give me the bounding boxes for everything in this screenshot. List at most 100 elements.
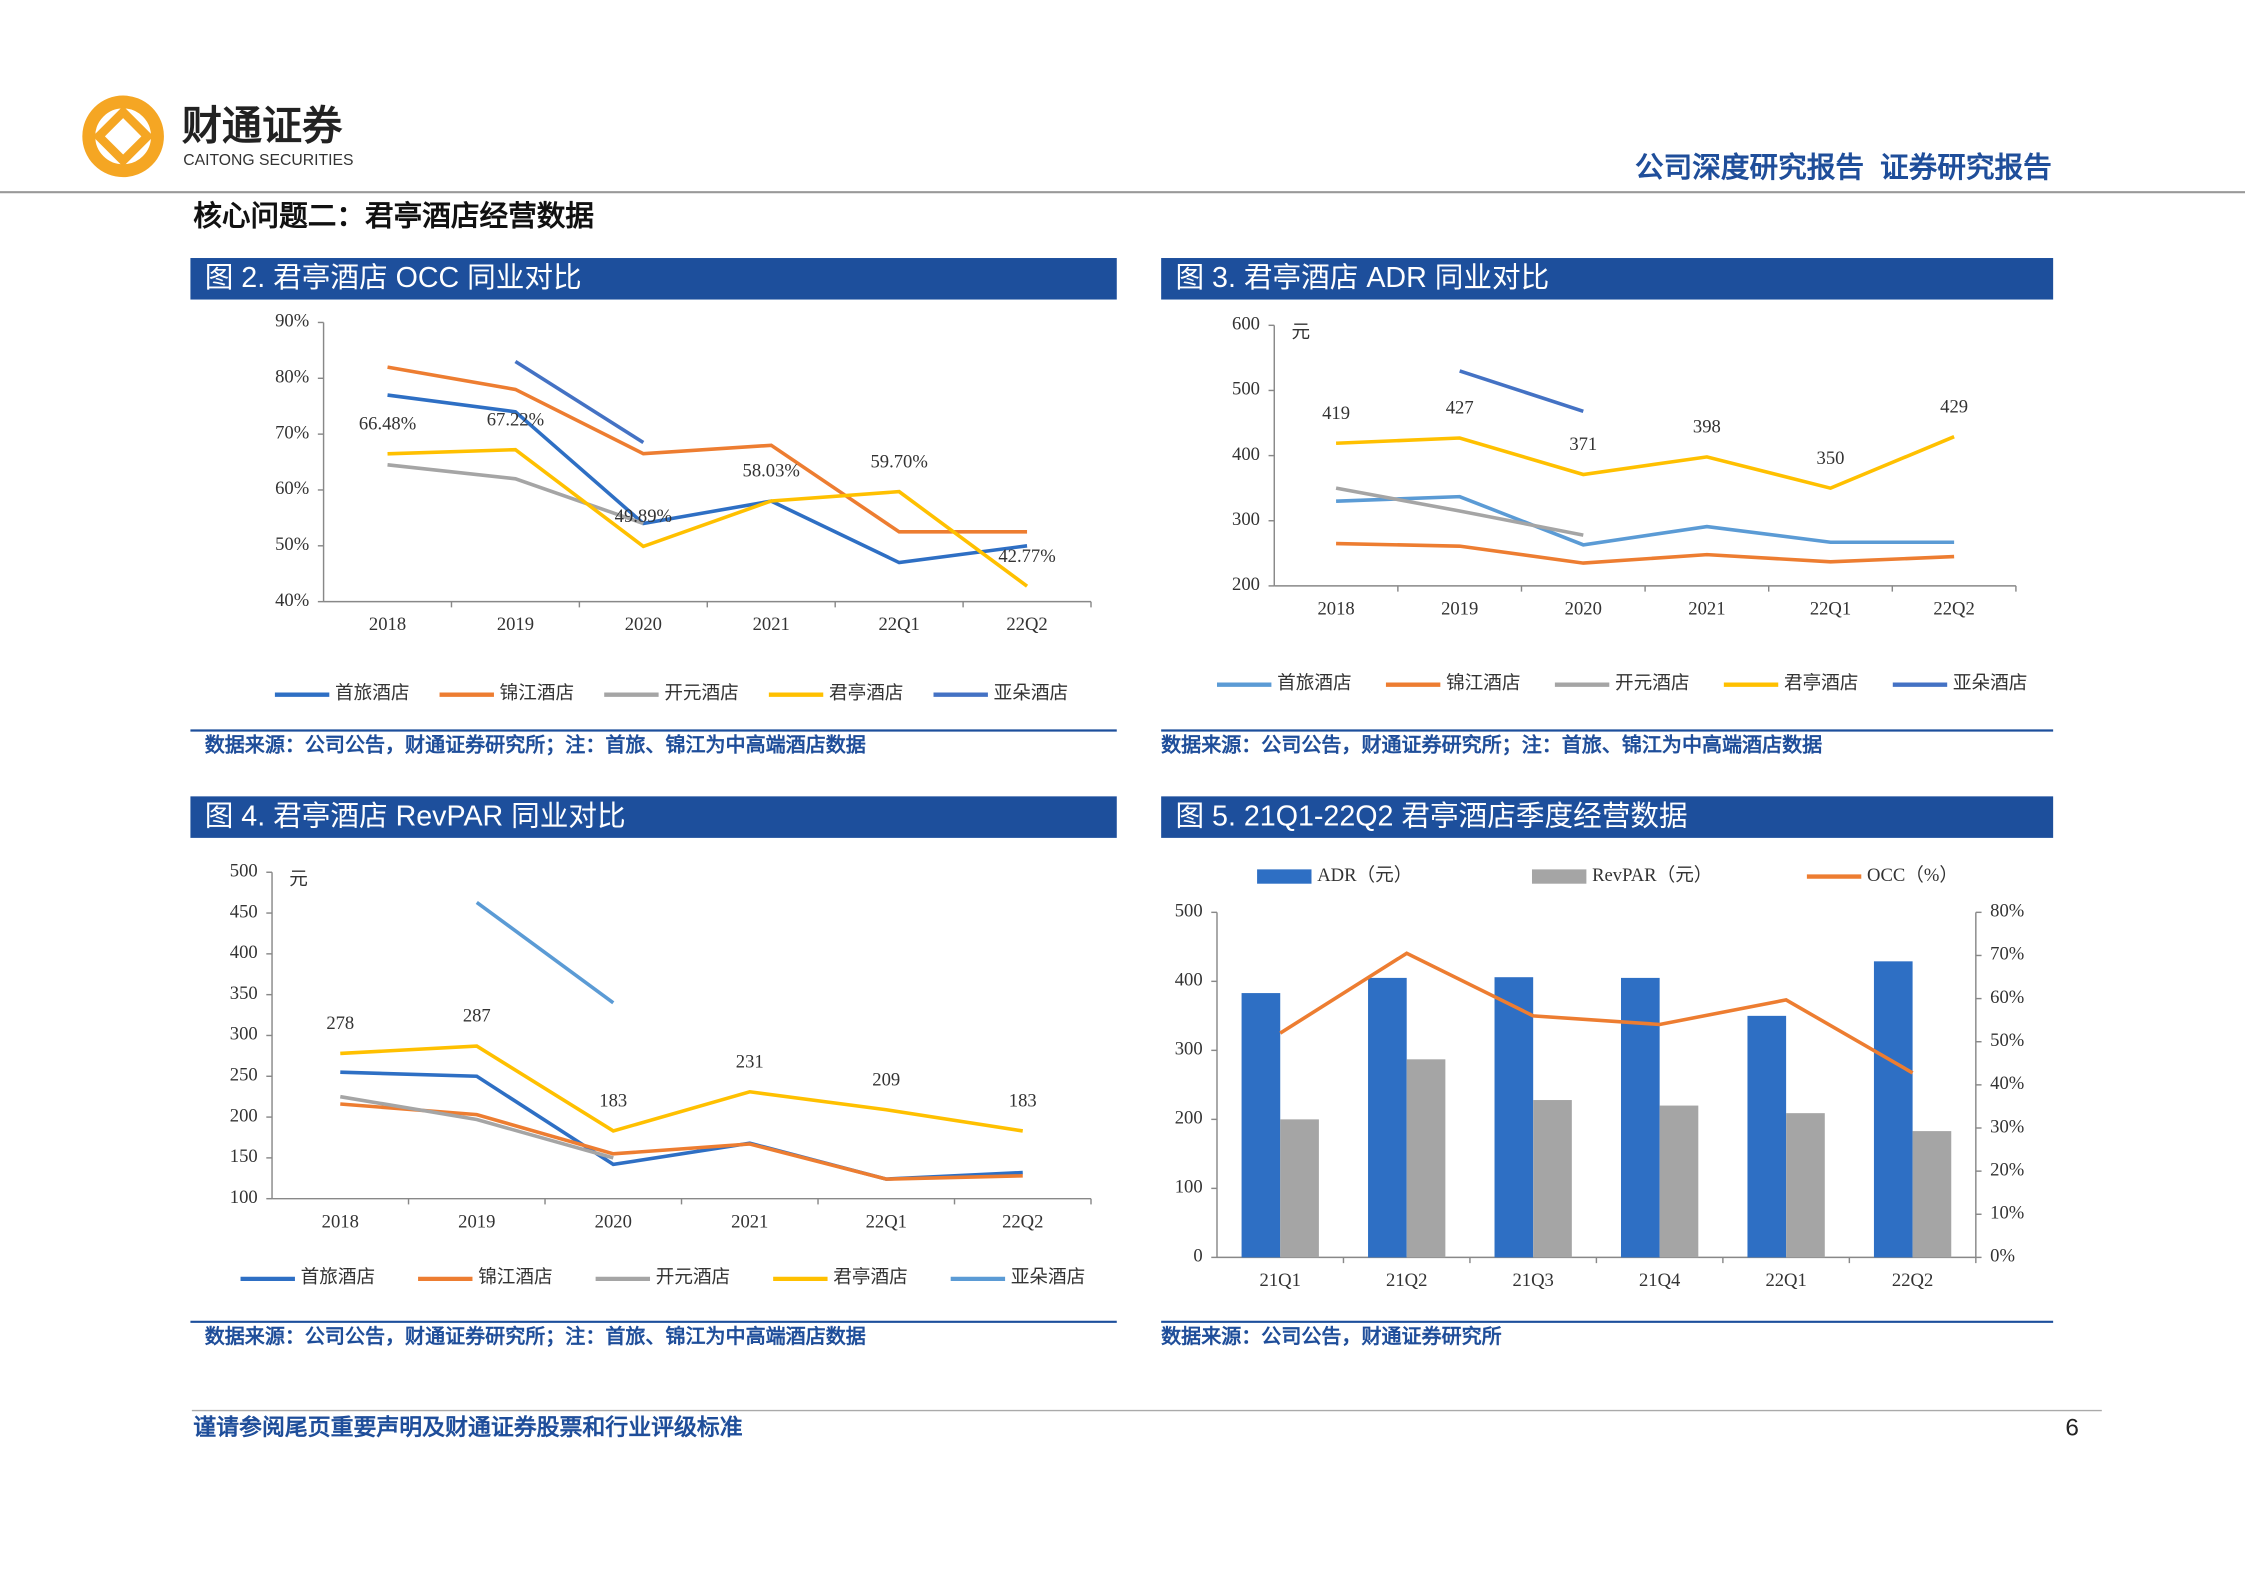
- legend-label: 君亭酒店: [1784, 673, 1858, 694]
- y-tick-label: 200: [1232, 574, 1260, 595]
- footer-disclaimer: 谨请参阅尾页重要声明及财通证券股票和行业评级标准: [193, 1414, 742, 1440]
- y-tick-label: 450: [230, 901, 258, 922]
- logo-diamond: [92, 105, 154, 167]
- series-line: [387, 447, 1029, 588]
- data-label: 183: [1009, 1091, 1037, 1112]
- legend-label: 开元酒店: [656, 1267, 730, 1288]
- x-tick-label: 22Q2: [1006, 614, 1047, 635]
- legend-label: 首旅酒店: [335, 683, 409, 704]
- data-label: 49.89%: [615, 506, 672, 527]
- series-line: [340, 1044, 1024, 1133]
- bar: [1912, 1131, 1952, 1258]
- bar: [1747, 1015, 1787, 1258]
- data-label: 278: [326, 1013, 354, 1034]
- figure-title: 图 4. 君亭酒店 RevPAR 同业对比: [205, 800, 626, 832]
- y-tick-label: 200: [1175, 1108, 1203, 1129]
- series-line: [340, 1070, 1023, 1181]
- x-tick-label: 2021: [731, 1211, 768, 1232]
- bar: [1280, 1119, 1319, 1258]
- series-line: [387, 365, 1028, 534]
- x-tick-label: 2020: [625, 614, 662, 635]
- page-number: 6: [2065, 1415, 2079, 1442]
- series-line: [340, 1102, 1023, 1181]
- data-label: 42.77%: [998, 546, 1055, 567]
- y-tick-label: 100: [230, 1187, 258, 1208]
- data-label: 59.70%: [870, 451, 927, 472]
- y-tick-label: 250: [230, 1065, 258, 1086]
- y-tick-label: 90%: [275, 311, 309, 332]
- series-line: [1459, 369, 1584, 414]
- bar: [1873, 961, 1913, 1258]
- legend-label: 开元酒店: [1615, 673, 1689, 694]
- series-line: [1335, 486, 1584, 537]
- figure-title-bar: [190, 258, 1117, 300]
- bar: [1533, 1100, 1572, 1258]
- x-tick-label: 22Q1: [1765, 1270, 1806, 1291]
- y-tick-label: 60%: [275, 478, 309, 499]
- y-tick-label: 400: [1175, 970, 1203, 991]
- legend-label: 亚朵酒店: [994, 683, 1068, 704]
- y2-tick-label: 60%: [1990, 987, 2024, 1008]
- series-line: [339, 1094, 614, 1160]
- y2-tick-label: 70%: [1990, 944, 2024, 965]
- logo-en: CAITONG SECURITIES: [183, 152, 353, 169]
- x-tick-label: 22Q1: [1810, 599, 1851, 620]
- legend-label: 首旅酒店: [1277, 673, 1351, 694]
- x-tick-label: 21Q1: [1260, 1270, 1301, 1291]
- bar: [1368, 977, 1407, 1258]
- y2-tick-label: 0%: [1990, 1246, 2015, 1267]
- figure-title: 图 5. 21Q1-22Q2 君亭酒店季度经营数据: [1175, 800, 1687, 832]
- source: 数据来源：公司公告，财通证券研究所；注：首旅、锦江为中高端酒店数据: [205, 1324, 866, 1348]
- legend-label: OCC（%）: [1867, 865, 1958, 886]
- y2-tick-label: 20%: [1990, 1159, 2024, 1180]
- logo-cn: 财通证券: [182, 105, 343, 149]
- legend-label: 君亭酒店: [829, 683, 903, 704]
- data-label: 427: [1446, 398, 1474, 419]
- y-tick-label: 200: [230, 1105, 258, 1126]
- source: 数据来源：公司公告，财通证券研究所: [1161, 1324, 1502, 1348]
- y-tick-label: 600: [1232, 314, 1260, 335]
- x-tick-label: 2018: [322, 1211, 359, 1232]
- legend-label: 锦江酒店: [1446, 673, 1520, 694]
- bar: [1620, 977, 1660, 1258]
- legend-label: 亚朵酒店: [1011, 1267, 1085, 1288]
- bar: [1659, 1105, 1699, 1258]
- legend-swatch: [1257, 869, 1312, 884]
- bar: [1406, 1059, 1446, 1258]
- legend-label: ADR（元）: [1317, 865, 1412, 886]
- y-tick-label: 500: [230, 861, 258, 882]
- series-line: [1279, 951, 1914, 1075]
- x-tick-label: 2018: [369, 614, 406, 635]
- x-tick-label: 22Q1: [878, 614, 919, 635]
- y2-tick-label: 40%: [1990, 1073, 2024, 1094]
- data-label: 287: [463, 1006, 491, 1027]
- x-tick-label: 2021: [753, 614, 790, 635]
- x-tick-label: 21Q4: [1639, 1270, 1681, 1291]
- y-tick-label: 400: [230, 942, 258, 963]
- y-tick-label: 0: [1193, 1246, 1202, 1267]
- series-line: [1335, 435, 1955, 491]
- figure-title: 图 2. 君亭酒店 OCC 同业对比: [205, 262, 582, 294]
- data-label: 371: [1569, 434, 1597, 455]
- section-title: 核心问题二：君亭酒店经营数据: [193, 199, 594, 232]
- figure-title-bar: [1161, 796, 2054, 838]
- series-line: [514, 360, 645, 445]
- x-tick-label: 2019: [458, 1211, 495, 1232]
- data-label: 231: [736, 1051, 764, 1072]
- figure-title-bar: [190, 796, 1117, 838]
- y-tick-label: 400: [1232, 444, 1260, 465]
- x-tick-label: 22Q1: [866, 1211, 907, 1232]
- y-tick-label: 300: [1232, 509, 1260, 530]
- x-tick-label: 21Q3: [1512, 1270, 1553, 1291]
- x-tick-label: 22Q2: [1002, 1211, 1043, 1232]
- series-line: [475, 901, 615, 1005]
- y2-tick-label: 80%: [1990, 901, 2024, 922]
- y-tick-label: 300: [230, 1024, 258, 1045]
- data-label: 66.48%: [359, 413, 416, 434]
- legend-label: 君亭酒店: [833, 1267, 907, 1288]
- logo: [82, 95, 164, 178]
- y-unit: 元: [289, 869, 308, 890]
- data-label: 183: [599, 1091, 627, 1112]
- bar: [1786, 1113, 1825, 1258]
- data-label: 429: [1940, 396, 1968, 417]
